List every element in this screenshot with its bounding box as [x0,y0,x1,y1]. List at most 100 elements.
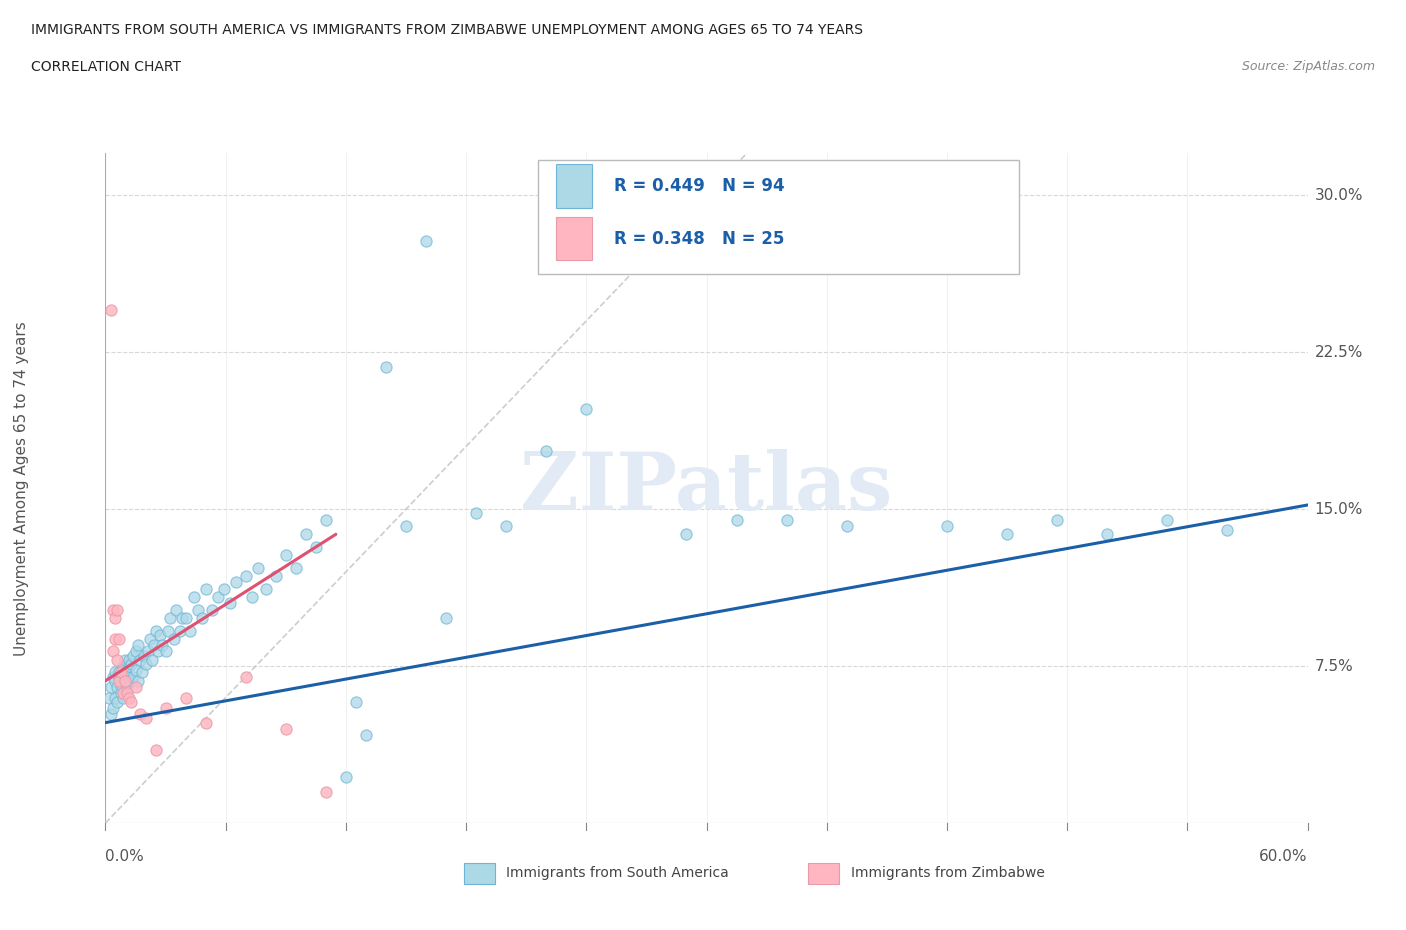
Point [207,590,229,604]
Point [1046,512,1069,527]
Point [274,722,297,737]
Point [170,611,193,626]
Point [174,611,197,626]
Point [104,673,127,688]
Point [274,548,297,563]
Point [124,644,146,658]
Point [114,653,136,668]
Point [179,623,201,638]
Point [110,686,132,701]
Point [264,569,287,584]
Point [156,623,179,638]
Text: R = 0.348   N = 25: R = 0.348 N = 25 [614,230,785,247]
Point [142,638,165,653]
Point [194,581,217,596]
Point [725,512,748,527]
Point [104,631,127,646]
Point [174,690,197,705]
Point [103,670,125,684]
Point [148,628,170,643]
Point [776,512,799,527]
Point [100,707,122,722]
Point [136,644,159,658]
Point [145,742,167,757]
Point [110,677,132,692]
Point [132,648,155,663]
Point [218,596,240,611]
Point [254,581,277,596]
Point [155,644,177,658]
Point [128,707,150,722]
Point [114,673,136,688]
Point [135,657,157,671]
Point [98,690,121,705]
Point [465,506,488,521]
Point [118,653,141,668]
Point [190,611,212,626]
Point [122,648,145,663]
Point [315,784,337,799]
Text: Immigrants from South America: Immigrants from South America [506,866,728,881]
Point [107,603,129,618]
Point [118,690,141,705]
Point [107,653,129,668]
Point [127,638,149,653]
Text: 7.5%: 7.5% [1315,658,1354,673]
Point [124,663,146,678]
Point [103,700,125,715]
Point [107,680,129,695]
Point [335,770,357,785]
Point [145,623,167,638]
Point [108,665,131,680]
Point [165,603,187,618]
Point [121,657,143,671]
Text: Source: ZipAtlas.com: Source: ZipAtlas.com [1241,60,1375,73]
Point [108,631,131,646]
Point [1156,512,1178,527]
Point [886,219,908,234]
Point [103,603,125,618]
Point [1097,526,1119,541]
Point [141,653,163,668]
Point [103,644,125,658]
Point [534,444,557,458]
Point [108,670,131,684]
Text: 22.5%: 22.5% [1315,345,1362,360]
Point [117,680,139,695]
Point [122,670,145,684]
Point [616,255,638,270]
Point [100,680,122,695]
Point [936,519,959,534]
Point [169,623,191,638]
Point [212,581,235,596]
Point [162,631,184,646]
Text: Immigrants from Zimbabwe: Immigrants from Zimbabwe [851,866,1045,881]
Point [284,560,307,575]
Text: 0.0%: 0.0% [105,849,145,864]
Point [201,603,224,618]
Point [131,665,153,680]
Point [128,653,150,668]
Point [127,673,149,688]
Point [117,686,139,701]
Point [104,690,127,705]
Point [110,665,132,680]
FancyBboxPatch shape [538,160,1019,274]
Point [344,694,367,710]
Point [315,512,337,527]
Point [835,519,858,534]
Point [159,611,181,626]
Point [240,590,263,604]
Text: CORRELATION CHART: CORRELATION CHART [31,60,181,74]
Point [124,680,146,695]
Point [112,686,135,701]
Point [235,569,257,584]
Point [121,694,143,710]
Point [434,611,457,626]
Point [675,526,697,541]
Text: 15.0%: 15.0% [1315,501,1362,517]
Point [135,711,157,725]
Point [138,631,160,646]
Point [121,673,143,688]
Point [415,234,437,249]
